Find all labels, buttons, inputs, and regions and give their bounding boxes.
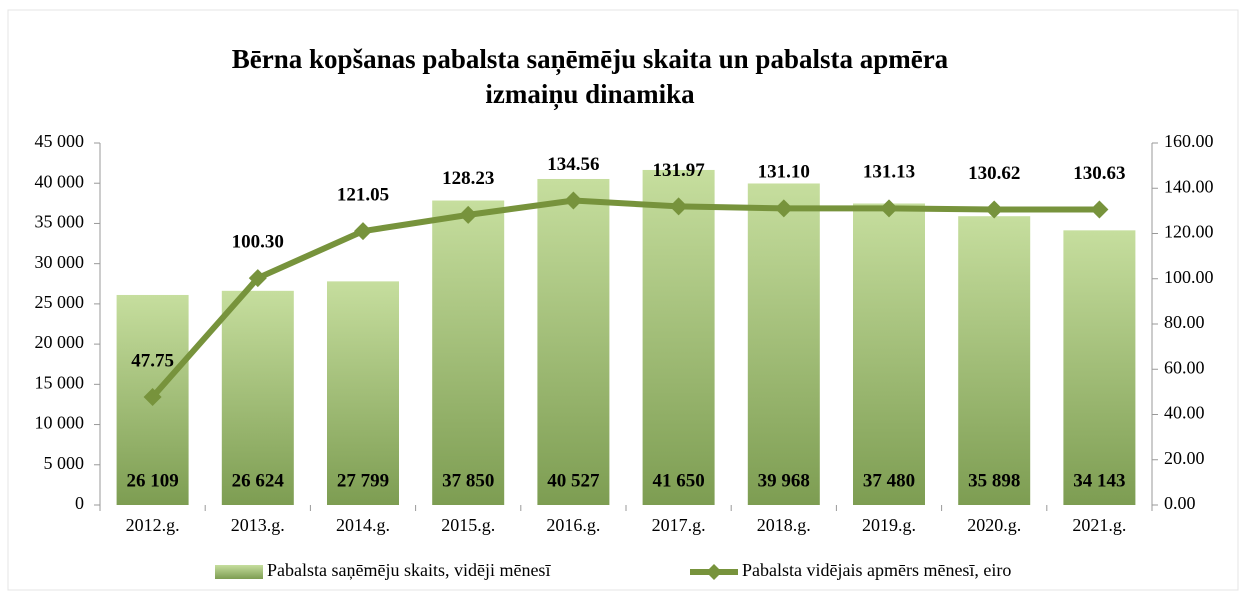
y2-tick-label: 160.00 — [1164, 131, 1214, 151]
bar-value-label: 35 898 — [968, 470, 1020, 491]
x-tick-label: 2016.g. — [546, 515, 600, 535]
x-tick-label: 2020.g. — [967, 515, 1021, 535]
line-value-label: 131.10 — [758, 162, 810, 183]
y2-tick-label: 140.00 — [1164, 176, 1214, 196]
y-tick-label: 35 000 — [35, 212, 85, 232]
y2-tick-label: 60.00 — [1164, 357, 1205, 377]
bar — [853, 203, 925, 506]
y-tick-label: 0 — [75, 493, 84, 513]
bar — [327, 281, 399, 505]
y2-tick-label: 40.00 — [1164, 403, 1205, 423]
x-tick-label: 2018.g. — [757, 515, 811, 535]
bar — [958, 216, 1031, 506]
y-tick-label: 10 000 — [35, 413, 85, 433]
line-marker — [985, 200, 1004, 219]
chart-title: Bērna kopšanas pabalsta saņēmēju skaita … — [232, 44, 949, 76]
line-value-label: 100.30 — [232, 231, 284, 252]
line — [150, 197, 1100, 399]
y-tick-label: 30 000 — [35, 252, 85, 272]
line-value-label: 131.97 — [652, 160, 705, 181]
x-tick-label: 2021.g. — [1072, 515, 1126, 535]
line-value-label: 134.56 — [547, 154, 599, 175]
bar-value-label: 37 480 — [863, 470, 915, 491]
line-marker — [143, 387, 162, 406]
bar-value-label: 26 624 — [232, 470, 285, 491]
y2-tick-label: 20.00 — [1164, 448, 1205, 468]
bar — [221, 290, 294, 505]
bar-value-label: 41 650 — [652, 470, 704, 491]
bar — [642, 169, 715, 505]
bar-value-label: 26 109 — [126, 470, 178, 491]
line-marker — [248, 269, 267, 288]
line-marker — [459, 205, 478, 224]
y-tick-label: 15 000 — [35, 372, 85, 392]
line-marker — [354, 222, 372, 241]
y2-tick-label: 120.00 — [1164, 222, 1214, 242]
line-value-label: 47.75 — [131, 350, 174, 371]
bar-value-label: 37 850 — [442, 470, 494, 491]
line-marker — [880, 199, 898, 218]
legend-label: Pabalsta saņēmēju skaits, vidēji mēnesī — [267, 560, 551, 580]
bar-value-label: 27 799 — [337, 470, 389, 491]
line-value-label: 131.13 — [863, 162, 915, 183]
legend-label: Pabalsta vidējais apmērs mēnesī, eiro — [742, 560, 1011, 580]
bar-value-label: 34 143 — [1073, 470, 1125, 491]
y2-tick-label: 100.00 — [1164, 267, 1214, 287]
line-marker — [564, 191, 583, 210]
bar — [1063, 230, 1136, 505]
line-marker — [1090, 200, 1109, 219]
x-tick-label: 2015.g. — [441, 515, 495, 535]
x-tick-label: 2013.g. — [231, 515, 285, 535]
y-tick-label: 40 000 — [35, 171, 85, 191]
y-tick-label: 5 000 — [44, 453, 85, 473]
line-marker — [774, 199, 793, 218]
line-value-label: 128.23 — [442, 168, 494, 189]
y2-tick-label: 80.00 — [1164, 312, 1205, 332]
x-tick-label: 2019.g. — [862, 515, 916, 535]
line-value-label: 121.05 — [337, 184, 389, 205]
y2-tick-label: 0.00 — [1164, 493, 1196, 513]
chart-subtitle: izmaiņu dinamika — [485, 79, 695, 111]
y-tick-label: 25 000 — [35, 292, 85, 312]
legend-marker — [706, 564, 722, 580]
bar — [747, 183, 820, 505]
x-tick-label: 2014.g. — [336, 515, 390, 535]
line-marker — [669, 197, 688, 216]
y-tick-label: 45 000 — [35, 131, 85, 151]
line-value-label: 130.62 — [968, 163, 1020, 184]
x-tick-label: 2012.g. — [126, 515, 180, 535]
chart-border — [7, 9, 1239, 591]
legend-swatch — [215, 565, 263, 579]
bar — [537, 178, 610, 506]
y-tick-label: 20 000 — [35, 332, 85, 352]
line-value-label: 130.63 — [1073, 163, 1125, 184]
bar-value-label: 40 527 — [547, 470, 600, 491]
bar-value-label: 39 968 — [758, 470, 810, 491]
x-tick-label: 2017.g. — [652, 515, 706, 535]
bar — [432, 200, 505, 506]
